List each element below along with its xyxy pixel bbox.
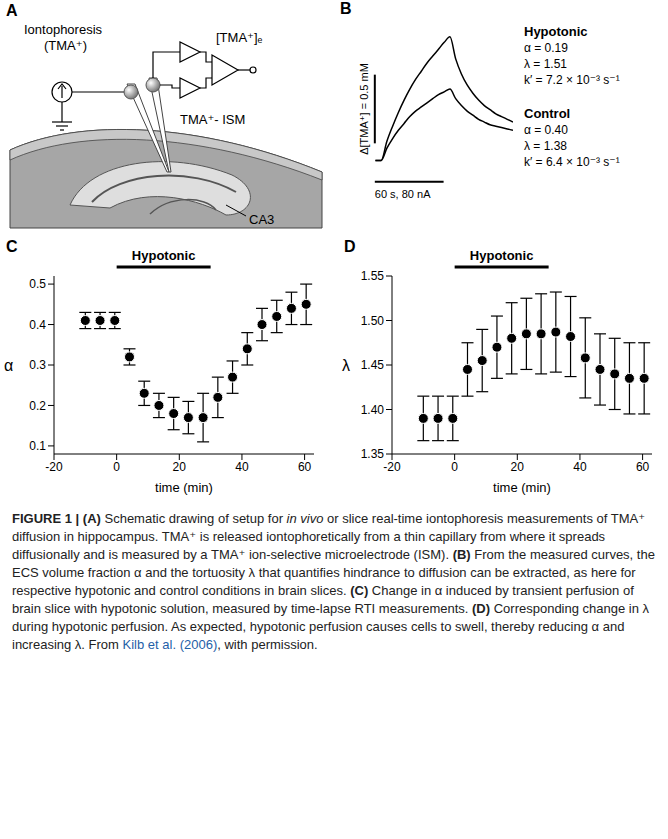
html-text:k′ = 6.4 × 10⁻³ s⁻¹: k′ = 6.4 × 10⁻³ s⁻¹ xyxy=(524,155,620,169)
svg-text:40: 40 xyxy=(235,460,249,474)
svg-text:TMA⁺- ISM: TMA⁺- ISM xyxy=(180,112,245,127)
html-text:Control: Control xyxy=(524,106,571,121)
html-text:λ = 1.38: λ = 1.38 xyxy=(524,139,567,153)
svg-text:20: 20 xyxy=(173,460,187,474)
svg-text:1.45: 1.45 xyxy=(361,358,385,372)
svg-text:D: D xyxy=(344,238,356,255)
svg-text:Hypotonic: Hypotonic xyxy=(470,248,534,263)
svg-text:1.35: 1.35 xyxy=(361,447,385,461)
svg-text:0.4: 0.4 xyxy=(29,318,46,332)
svg-text:0: 0 xyxy=(451,460,458,474)
html-text:α = 0.40: α = 0.40 xyxy=(524,123,568,137)
svg-text:0.5: 0.5 xyxy=(29,277,46,291)
html-text:λ = 1.51: λ = 1.51 xyxy=(524,57,567,71)
svg-text:(TMA⁺): (TMA⁺) xyxy=(44,38,87,53)
html-text:B: B xyxy=(340,0,352,17)
svg-text:Hypotonic: Hypotonic xyxy=(132,248,196,263)
svg-text:0.2: 0.2 xyxy=(29,399,46,413)
svg-text:A: A xyxy=(6,2,18,19)
html-text:Hypotonic: Hypotonic xyxy=(524,24,588,39)
svg-text:Iontophoresis: Iontophoresis xyxy=(24,22,103,37)
svg-text:60: 60 xyxy=(298,460,312,474)
html-text:FIGURE 1 | (A) Schematic drawi: FIGURE 1 | (A) Schematic drawing of setu… xyxy=(12,511,655,652)
svg-text:time (min): time (min) xyxy=(155,480,213,495)
svg-text:-20: -20 xyxy=(45,460,63,474)
svg-text:-20: -20 xyxy=(383,460,401,474)
svg-text:1.40: 1.40 xyxy=(361,403,385,417)
svg-text:1.50: 1.50 xyxy=(361,314,385,328)
html-text:α = 0.19: α = 0.19 xyxy=(524,41,568,55)
svg-text:Δ[TMA⁺] = 0.5 mM: Δ[TMA⁺] = 0.5 mM xyxy=(358,63,370,155)
svg-text:α: α xyxy=(4,357,13,374)
svg-text:0.3: 0.3 xyxy=(29,358,46,372)
svg-text:20: 20 xyxy=(511,460,525,474)
svg-text:0: 0 xyxy=(113,460,120,474)
html-text:k′ = 7.2 × 10⁻³ s⁻¹: k′ = 7.2 × 10⁻³ s⁻¹ xyxy=(524,73,620,87)
svg-text:40: 40 xyxy=(573,460,587,474)
svg-text:[TMA⁺]ₑ: [TMA⁺]ₑ xyxy=(216,30,263,45)
svg-text:C: C xyxy=(6,238,18,255)
svg-text:CA3: CA3 xyxy=(249,212,274,227)
svg-text:0.1: 0.1 xyxy=(29,439,46,453)
svg-text:time (min): time (min) xyxy=(493,480,551,495)
svg-text:λ: λ xyxy=(342,357,350,374)
svg-text:1.55: 1.55 xyxy=(361,269,385,283)
svg-text:60 s, 80 nA: 60 s, 80 nA xyxy=(375,188,431,200)
svg-text:60: 60 xyxy=(636,460,650,474)
